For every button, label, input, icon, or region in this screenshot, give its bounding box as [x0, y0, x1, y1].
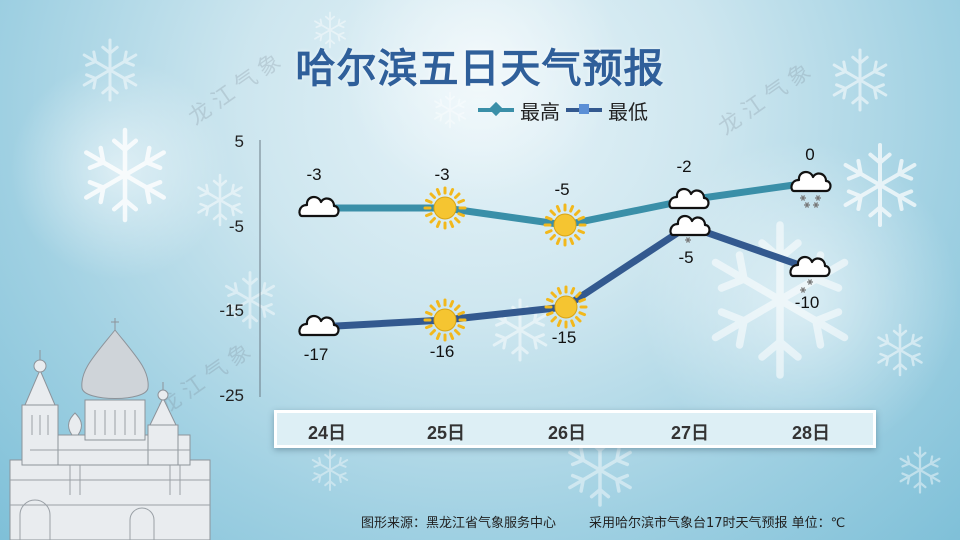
church-illustration — [9, 318, 211, 540]
date-axis-bar: 24日 25日 26日 27日 28日 — [274, 410, 876, 448]
legend-item-low[interactable]: 最低 — [566, 96, 648, 125]
footer-note: 采用哈尔滨市气象台17时天气预报 单位：℃ — [589, 516, 846, 531]
cloudy-icon — [298, 195, 340, 218]
y-tick-label: -15 — [219, 301, 244, 320]
y-tick-label: -5 — [228, 217, 244, 236]
legend-item-high[interactable]: 最高 — [478, 96, 560, 125]
low-value-label: -16 — [429, 342, 455, 361]
date-label: 27日 — [670, 423, 710, 443]
sunny-icon — [423, 186, 467, 230]
footer-source: 图形来源：黑龙江省气象服务中心 — [361, 516, 557, 531]
high-value-label: -3 — [434, 165, 450, 184]
cloudy-icon — [298, 314, 340, 337]
date-label: 24日 — [307, 423, 347, 443]
cloudy-icon — [668, 187, 710, 210]
legend-label-low: 最低 — [608, 99, 648, 124]
y-tick-label: 5 — [234, 132, 244, 151]
legend: 最高 最低 — [478, 96, 648, 124]
page-title: 哈尔滨五日天气预报 — [295, 46, 665, 92]
light-snow-icon — [790, 170, 832, 209]
date-label: 26日 — [547, 423, 587, 443]
high-value-label: -5 — [554, 180, 570, 199]
legend-line-low-icon — [566, 104, 602, 114]
light-snow-icon — [669, 214, 711, 244]
legend-line-high-icon — [478, 101, 514, 117]
y-tick-label: -25 — [219, 386, 244, 405]
square-marker-icon — [579, 104, 589, 114]
low-value-label: -10 — [794, 293, 820, 312]
low-value-label: -15 — [551, 328, 577, 347]
high-value-label: 0 — [805, 145, 815, 164]
low-value-label: -17 — [303, 345, 329, 364]
low-value-label: -5 — [678, 248, 694, 267]
date-label: 28日 — [791, 423, 831, 443]
sunny-icon — [544, 285, 588, 329]
high-value-label: -2 — [676, 157, 692, 176]
date-label: 25日 — [426, 423, 466, 443]
high-value-label: -3 — [306, 165, 322, 184]
sunny-icon — [543, 203, 587, 247]
legend-label-high: 最高 — [520, 99, 560, 124]
sunny-icon — [423, 298, 467, 342]
